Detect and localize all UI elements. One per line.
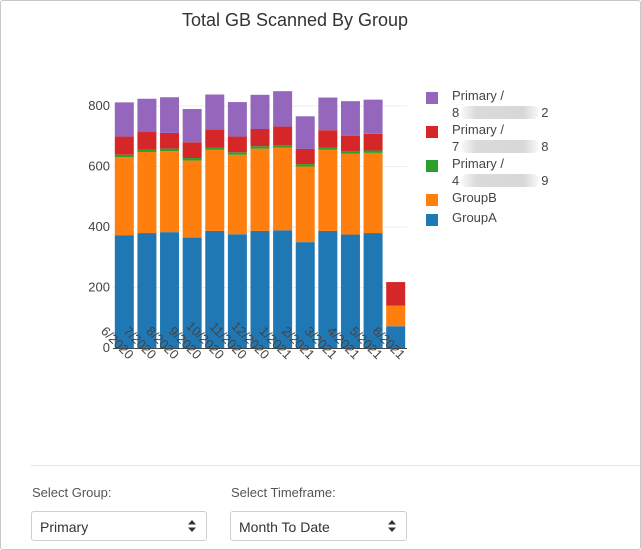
select-timeframe-label: Select Timeframe: [231,485,336,500]
legend-swatch [426,92,438,104]
stacked-bar-chart: 02004006008006/20207/20208/20209/202010/… [88,91,408,362]
bar-segment [227,152,247,155]
bar-segment [273,91,293,127]
bar-segment [205,149,225,231]
bar-segment [227,136,247,153]
bar-segment [160,232,180,348]
legend-label: Primary / [452,88,504,103]
bar-segment [340,151,360,154]
y-tick-label: 800 [88,98,110,113]
group-select[interactable]: Primary [31,511,207,541]
bar-segment [318,230,338,348]
sort-caret-icon [388,520,396,532]
bar-segment [318,97,338,131]
redaction-blur [461,140,540,153]
bar-segment [205,230,225,348]
legend-label-end: 2 [541,105,549,120]
bar-segment [160,148,180,152]
bar-segment [205,94,225,130]
select-group-label: Select Group: [32,485,112,500]
bar-segment [363,133,383,151]
legend-label: GroupB [452,190,497,205]
redaction-blur [461,106,540,119]
bar-segment [273,230,293,348]
legend-label-start: 8 [452,105,460,120]
bar-segment [340,234,360,348]
bar-segment [250,128,270,147]
bar-segment [137,149,157,152]
bar-segment [114,136,134,155]
bar-segment [182,160,202,238]
bar-segment [295,164,315,167]
bar-segment [295,148,315,165]
bar-segment [114,154,134,158]
bar-segment [340,153,360,235]
legend-swatch [426,194,438,206]
legend-label: Primary / [452,122,504,137]
bar-segment [227,102,247,137]
bar-segment [205,147,225,150]
bar-segment [182,109,202,143]
bar-segment [205,129,225,148]
bar-segment [160,151,180,233]
bar-segment [386,305,406,327]
bar-segment [182,158,202,161]
legend-label-start: 4 [452,173,460,188]
bar-segment [386,282,406,306]
bar-segment [137,98,157,133]
redaction-blur [461,174,540,187]
legend-swatch [426,160,438,172]
legend-label: Primary / [452,156,504,171]
legend-swatch [426,126,438,138]
y-tick-label: 0 [103,340,110,355]
bar-segment [386,326,406,348]
bar-segment [137,233,157,348]
bar-segment [318,149,338,231]
bar-segment [295,166,315,243]
bar-segment [273,126,293,146]
group-select-value: Primary [40,519,89,535]
y-tick-label: 400 [88,219,110,234]
bar-segment [250,230,270,348]
chart-title: Total GB Scanned By Group [181,10,409,30]
timeframe-select-value: Month To Date [239,519,330,535]
bar-segment [114,102,134,137]
legend-label-start: 7 [452,139,460,154]
bar-segment [114,157,134,236]
y-tick-label: 600 [88,159,110,174]
bar-segment [363,99,383,134]
legend-label-end: 9 [541,173,549,188]
bar-segment [227,154,247,235]
bar-segment [363,233,383,348]
bar-segment [114,235,134,348]
bar-segment [182,142,202,159]
bar-segment [182,237,202,348]
legend-label: GroupA [452,210,497,225]
bar-segment [273,147,293,231]
bar-segment [318,147,338,150]
bar-segment [137,132,157,150]
bar-segment [340,135,360,152]
bar-segment [295,242,315,348]
bar-segment [137,151,157,234]
bar-segment [340,101,360,136]
bar-segment [295,116,315,149]
bar-segment [318,130,338,148]
divider [31,465,640,466]
bar-segment [227,234,247,348]
bar-segment [273,145,293,148]
bar-segment [363,152,383,234]
bar-segment [250,148,270,231]
legend-swatch [426,214,438,226]
bar-segment [250,146,270,149]
legend-label-end: 8 [541,139,549,154]
bar-segment [160,97,180,133]
bar-segment [363,150,383,153]
sort-caret-icon [188,520,196,532]
timeframe-select[interactable]: Month To Date [230,511,407,541]
bar-segment [250,94,270,129]
bar-segment [160,132,180,149]
y-tick-label: 200 [88,280,110,295]
